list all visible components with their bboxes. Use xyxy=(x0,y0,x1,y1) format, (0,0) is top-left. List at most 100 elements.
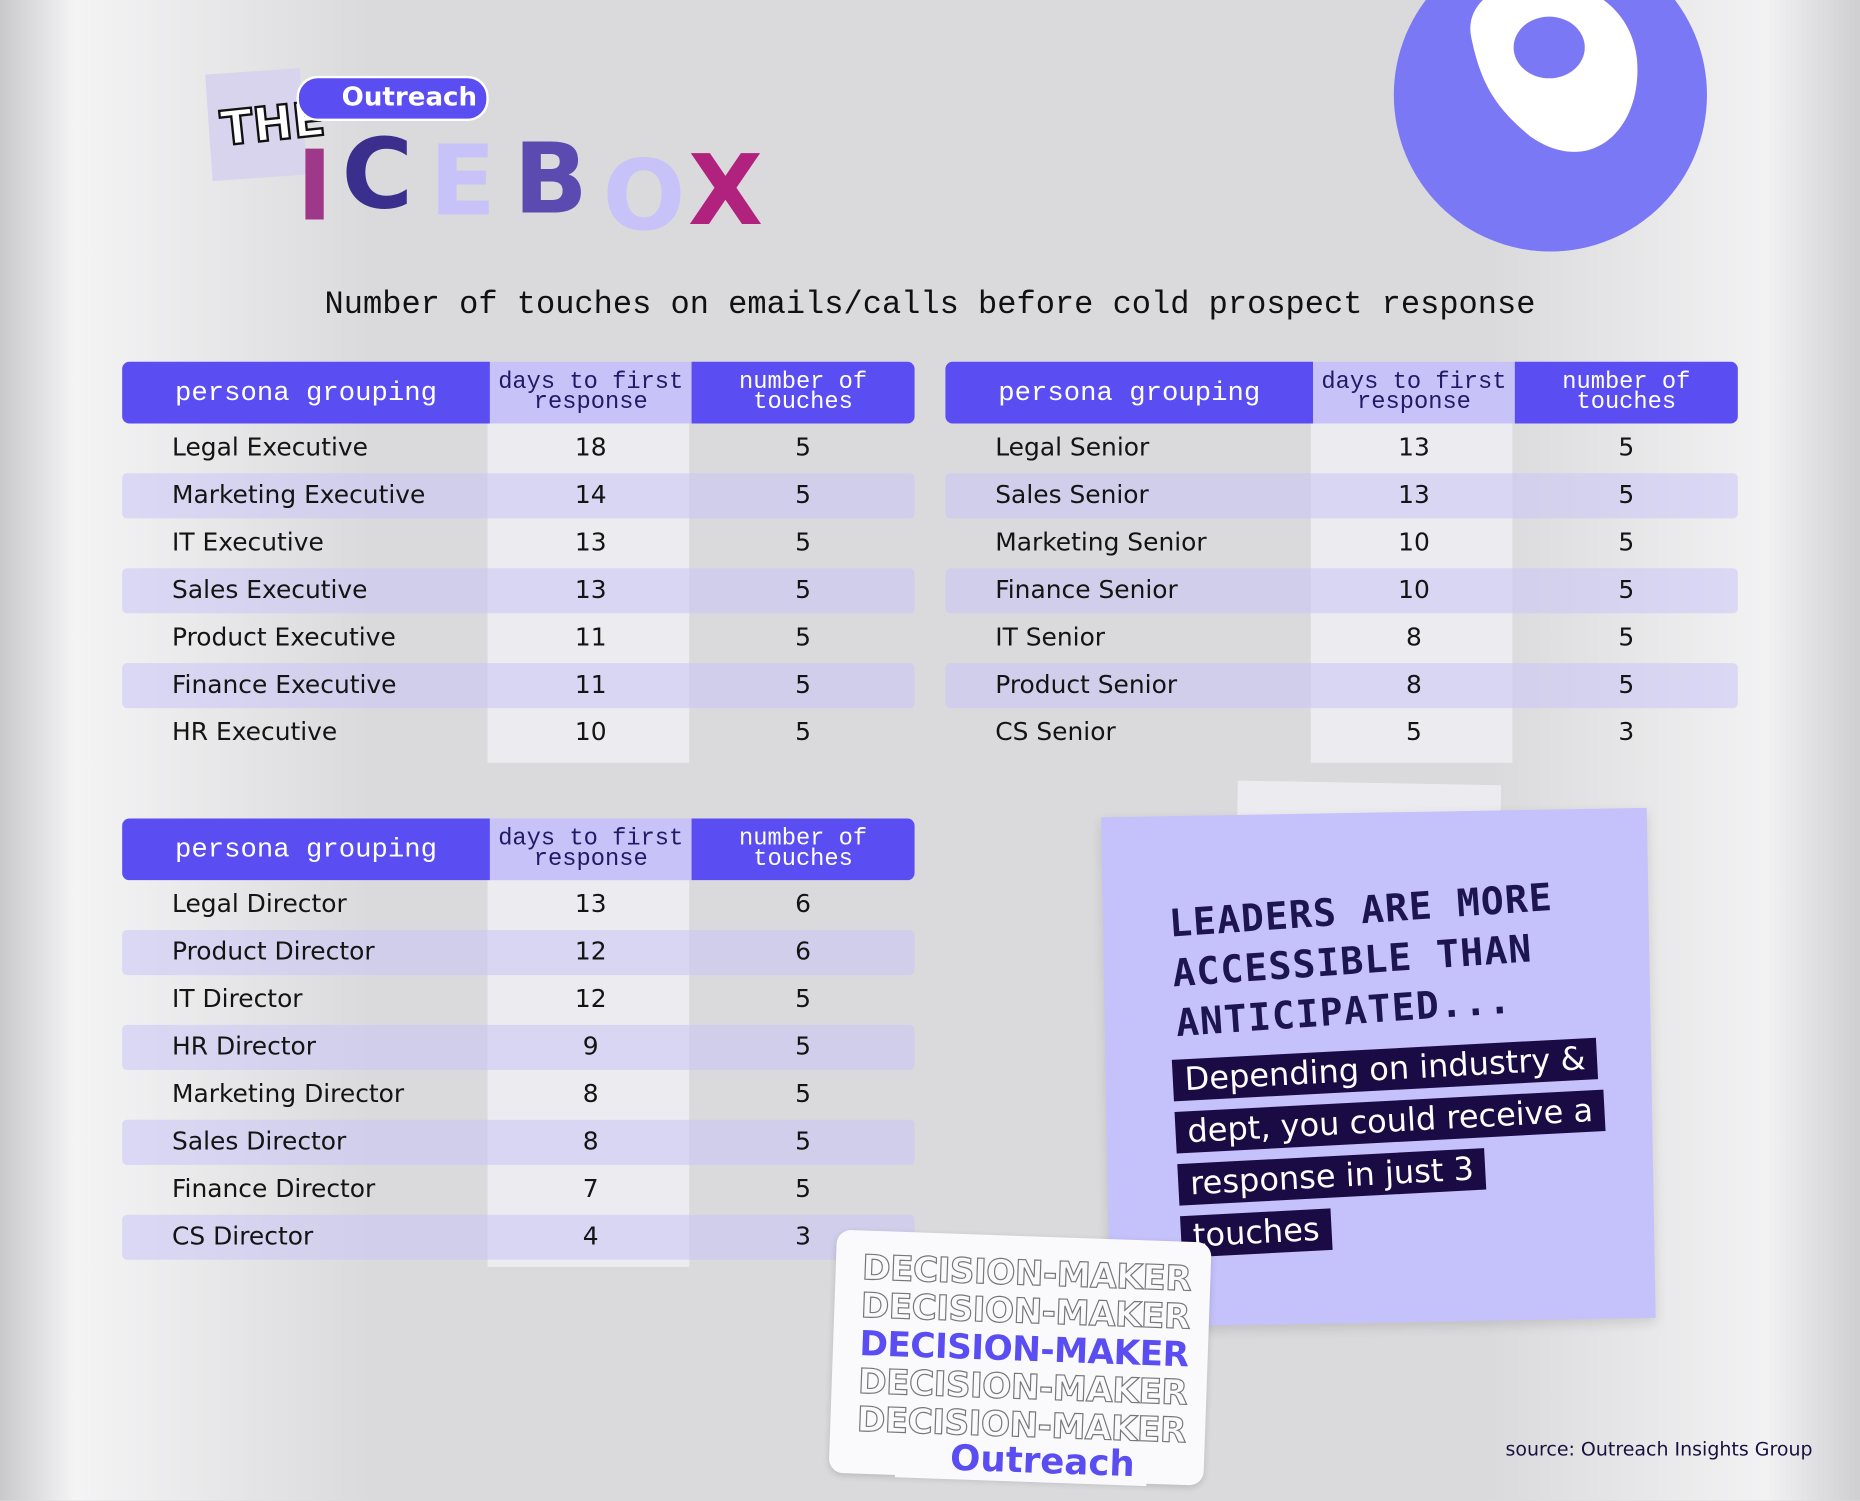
logo-brand-text: Outreach xyxy=(341,83,478,113)
column-header: days to first response xyxy=(489,818,692,881)
value-cell: 11 xyxy=(574,622,607,652)
value-cell: 8 xyxy=(1406,670,1422,699)
subtitle: Number of touches on emails/calls before… xyxy=(324,288,1536,324)
value-cell: 5 xyxy=(1618,527,1635,557)
column-header: number of touches xyxy=(1514,361,1738,424)
value-cell: 5 xyxy=(795,575,812,604)
value-cell: 8 xyxy=(582,1126,599,1156)
value-cell: 10 xyxy=(1398,575,1430,604)
persona-cell: Finance Executive xyxy=(172,670,397,699)
row-band xyxy=(122,929,915,976)
persona-cell: Legal Senior xyxy=(995,432,1150,462)
note-headline: LEADERS ARE MORE ACCESSIBLE THAN ANTICIP… xyxy=(1167,874,1555,1046)
value-cell: 5 xyxy=(1618,670,1635,699)
logo-letter: X xyxy=(688,135,764,248)
value-cell: 5 xyxy=(795,984,812,1014)
persona-cell: Product Executive xyxy=(172,622,396,652)
source: source: Outreach Insights Group xyxy=(1505,1437,1813,1461)
persona-cell: IT Executive xyxy=(172,527,324,557)
value-cell: 6 xyxy=(795,889,812,919)
value-cell: 11 xyxy=(574,670,607,699)
note-body: Depending on industry & dept, you could … xyxy=(1171,1033,1609,1264)
column-header: persona grouping xyxy=(122,818,490,881)
column-header: persona grouping xyxy=(945,361,1314,424)
value-cell: 12 xyxy=(574,984,607,1014)
persona-cell: Finance Director xyxy=(172,1174,376,1203)
value-cell: 5 xyxy=(1618,575,1635,604)
persona-cell: IT Director xyxy=(172,984,303,1014)
persona-cell: Marketing Executive xyxy=(172,480,426,509)
persona-cell: Sales Executive xyxy=(172,575,368,604)
value-cell: 5 xyxy=(1406,717,1422,747)
row-band xyxy=(945,663,1738,709)
value-cell: 5 xyxy=(795,432,812,462)
value-cell: 10 xyxy=(1398,527,1430,557)
persona-cell: Marketing Director xyxy=(172,1079,405,1108)
value-cell: 5 xyxy=(795,1174,812,1203)
value-cell: 18 xyxy=(574,432,607,462)
persona-cell: HR Executive xyxy=(172,717,338,747)
value-cell: 8 xyxy=(1406,622,1422,652)
logo-letter: O xyxy=(602,139,686,253)
row-band xyxy=(122,568,915,614)
value-cell: 4 xyxy=(582,1221,599,1251)
column-header: persona grouping xyxy=(122,361,490,424)
brand-mark xyxy=(1393,0,1707,252)
value-cell: 14 xyxy=(574,480,607,509)
logo-letter: B xyxy=(513,123,588,237)
column-header: days to first response xyxy=(489,361,692,424)
value-cell: 5 xyxy=(1618,432,1635,462)
value-cell: 5 xyxy=(1618,480,1635,509)
sticker: DECISION-MAKER DECISION-MAKER DECISION-MAK… xyxy=(828,1229,1212,1487)
row-band xyxy=(122,1214,915,1260)
row-band xyxy=(945,568,1738,614)
value-cell: 5 xyxy=(795,527,812,557)
value-cell: 9 xyxy=(582,1032,599,1061)
value-cell: 5 xyxy=(1618,622,1635,652)
value-cell: 8 xyxy=(582,1079,599,1108)
sticker-brand: Outreach xyxy=(894,1435,1148,1487)
persona-cell: HR Director xyxy=(172,1032,317,1061)
value-cell: 3 xyxy=(795,1221,812,1251)
persona-cell: Sales Senior xyxy=(995,480,1149,509)
persona-cell: Marketing Senior xyxy=(995,527,1207,557)
persona-cell: CS Director xyxy=(172,1221,314,1251)
persona-cell: Legal Executive xyxy=(172,432,368,462)
logo-letter: E xyxy=(429,125,496,239)
persona-cell: Legal Director xyxy=(172,889,347,919)
value-cell: 5 xyxy=(795,1079,812,1108)
value-cell: 5 xyxy=(795,670,812,699)
value-cell: 13 xyxy=(1398,480,1430,509)
row-band xyxy=(122,1119,915,1165)
value-cell: 6 xyxy=(795,937,812,966)
persona-cell: IT Senior xyxy=(995,622,1106,652)
value-cell: 13 xyxy=(574,575,607,604)
row-band xyxy=(122,473,915,519)
persona-cell: Sales Director xyxy=(172,1126,347,1156)
column-header: days to first response xyxy=(1313,361,1515,424)
value-cell: 5 xyxy=(795,480,812,509)
row-band xyxy=(122,1024,915,1070)
value-cell: 5 xyxy=(795,1032,812,1061)
column-header: number of touches xyxy=(691,818,915,881)
value-cell: 5 xyxy=(795,717,812,747)
value-cell: 3 xyxy=(1618,717,1635,747)
value-cell: 13 xyxy=(574,889,607,919)
value-cell: 7 xyxy=(582,1174,599,1203)
row-band xyxy=(122,663,915,709)
column-header: number of touches xyxy=(691,361,915,424)
logo-letter: I xyxy=(296,130,333,244)
logo-brand: Outreach xyxy=(296,75,489,121)
value-cell: 5 xyxy=(795,622,812,652)
value-cell: 12 xyxy=(574,937,607,966)
persona-cell: Finance Senior xyxy=(995,575,1178,604)
value-cell: 10 xyxy=(574,717,607,747)
logo-letter: C xyxy=(341,118,414,232)
value-cell: 13 xyxy=(1398,432,1430,462)
row-band xyxy=(945,473,1738,519)
persona-cell: Product Director xyxy=(172,937,375,966)
persona-cell: Product Senior xyxy=(995,670,1178,699)
value-cell: 13 xyxy=(574,527,607,557)
